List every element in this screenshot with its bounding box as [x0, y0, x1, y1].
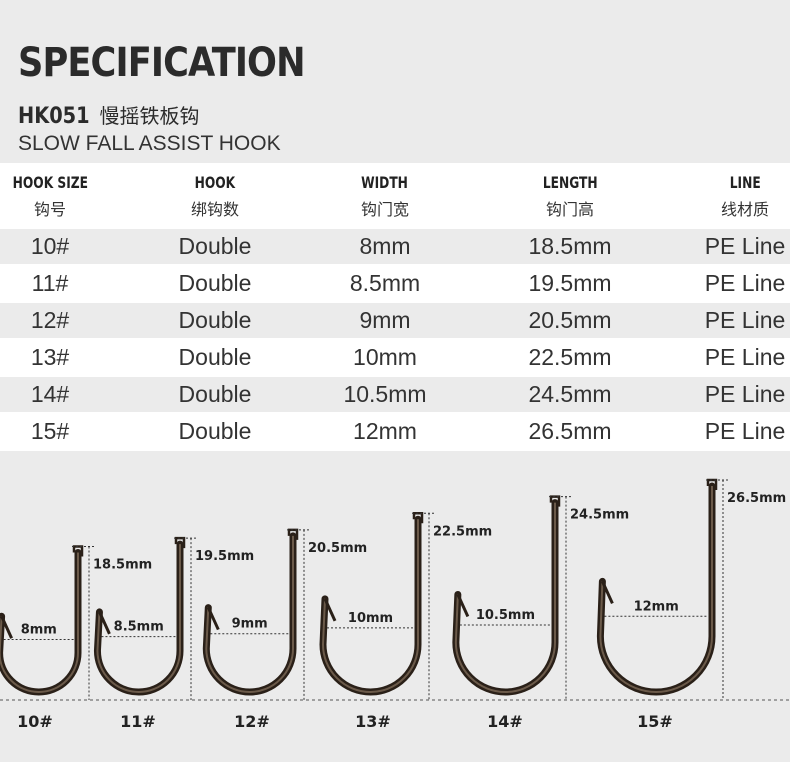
- column-header-hook-size: HOOK SIZE 钩号: [0, 163, 100, 229]
- model-name-cn: 慢摇铁板钩: [99, 106, 200, 128]
- column-header-hook: HOOK 绑钩数: [100, 163, 330, 229]
- hook-size-label: 12#: [234, 712, 270, 731]
- column-header-en: WIDTH: [361, 172, 409, 192]
- length-label: 26.5mm: [727, 491, 786, 506]
- cell-width: 9mm: [359, 307, 411, 333]
- column-header-length: LENGTH 钩门高: [440, 163, 700, 229]
- hook-size-label: 11#: [120, 712, 156, 731]
- hook-diagram-svg: 18.5mm 8mm 10# 19.5mm 8.5mm 11# 20.5mm 9mm 12# 22…: [0, 478, 790, 731]
- hook-size-label: 14#: [487, 712, 523, 731]
- table-row: 11# Double 8.5mm 19.5mm PE Line: [0, 266, 790, 303]
- length-label: 24.5mm: [570, 508, 629, 523]
- column-header-cn: 线材质: [720, 201, 769, 219]
- cell-line: PE Line: [704, 418, 786, 444]
- width-label: 8.5mm: [114, 620, 164, 635]
- cell-hook-size: 13#: [30, 344, 70, 370]
- column-header-cn: 钩号: [33, 201, 66, 219]
- hook-highlight: [0, 552, 79, 693]
- length-label: 22.5mm: [433, 524, 492, 539]
- spec-table: HOOK SIZE 钩号 HOOK 绑钩数 WIDTH 钩门宽 LENGTH 钩…: [0, 163, 790, 451]
- cell-hook-size: 10#: [30, 233, 70, 259]
- width-label: 12mm: [634, 599, 679, 614]
- cell-line: PE Line: [704, 307, 786, 333]
- hook-highlight: [599, 486, 713, 693]
- table-row: 10# Double 8mm 18.5mm PE Line: [0, 229, 790, 266]
- cell-width: 10.5mm: [343, 381, 427, 407]
- hook-size-label: 10#: [17, 712, 53, 731]
- product-subtitle: SLOW FALL ASSIST HOOK: [18, 132, 281, 155]
- width-label: 8mm: [21, 623, 57, 638]
- table-row: 14# Double 10.5mm 24.5mm PE Line: [0, 377, 790, 414]
- model-line: HK051 慢摇铁板钩: [18, 100, 200, 129]
- hook-size-label: 15#: [637, 712, 673, 731]
- hook-barb: [206, 606, 220, 631]
- hook-barb: [0, 615, 13, 639]
- cell-hook: Double: [178, 418, 252, 444]
- hook-size-diagram: 18.5mm 8mm 10# 19.5mm 8.5mm 11# 20.5mm 9mm 12# 22…: [0, 470, 790, 762]
- cell-length: 26.5mm: [528, 418, 612, 444]
- cell-hook: Double: [178, 270, 252, 296]
- column-header-cn: 钩门高: [545, 201, 594, 219]
- cell-hook-size: 11#: [31, 270, 69, 296]
- cell-line: PE Line: [704, 233, 786, 259]
- cell-width: 12mm: [353, 418, 417, 444]
- column-header-cn: 钩门宽: [360, 201, 409, 219]
- hook-highlight: [96, 544, 181, 693]
- hook-barb: [98, 611, 111, 635]
- column-header-en: LINE: [729, 172, 761, 192]
- length-label: 19.5mm: [195, 549, 254, 564]
- model-code: HK051: [18, 104, 90, 129]
- width-label: 10.5mm: [476, 608, 535, 623]
- length-label: 20.5mm: [308, 541, 367, 556]
- cell-width: 10mm: [353, 344, 417, 370]
- cell-hook-size: 14#: [30, 381, 70, 407]
- column-header-en: HOOK: [194, 172, 236, 192]
- length-label: 18.5mm: [93, 557, 152, 572]
- cell-line: PE Line: [704, 381, 786, 407]
- hook-highlight: [205, 535, 294, 693]
- cell-length: 19.5mm: [528, 270, 612, 296]
- table-row: 12# Double 9mm 20.5mm PE Line: [0, 303, 790, 340]
- hook-barb: [601, 580, 614, 605]
- hook-highlight: [454, 502, 556, 693]
- width-label: 10mm: [348, 611, 393, 626]
- cell-length: 18.5mm: [528, 233, 612, 259]
- table-row: 13# Double 10mm 22.5mm PE Line: [0, 340, 790, 377]
- cell-hook: Double: [178, 233, 252, 259]
- cell-line: PE Line: [704, 344, 786, 370]
- column-header-width: WIDTH 钩门宽: [330, 163, 440, 229]
- hook-highlight: [321, 519, 419, 693]
- cell-hook-size: 12#: [30, 307, 70, 333]
- cell-width: 8.5mm: [349, 270, 421, 296]
- cell-length: 22.5mm: [528, 344, 612, 370]
- column-header-en: HOOK SIZE: [12, 172, 88, 192]
- width-label: 9mm: [232, 617, 268, 632]
- hook-barb: [456, 593, 470, 618]
- cell-length: 20.5mm: [528, 307, 612, 333]
- page-title: SPECIFICATION: [18, 40, 306, 86]
- cell-hook: Double: [178, 344, 252, 370]
- cell-length: 24.5mm: [528, 381, 612, 407]
- cell-hook: Double: [178, 307, 252, 333]
- cell-line: PE Line: [704, 270, 786, 296]
- table-row: 15# Double 12mm 26.5mm PE Line: [0, 414, 790, 451]
- table-header: HOOK SIZE 钩号 HOOK 绑钩数 WIDTH 钩门宽 LENGTH 钩…: [0, 163, 790, 229]
- cell-hook-size: 15#: [30, 418, 70, 444]
- column-header-en: LENGTH: [542, 172, 598, 192]
- hook-size-label: 13#: [355, 712, 391, 731]
- cell-width: 8mm: [359, 233, 411, 259]
- hook-barb: [323, 598, 337, 622]
- column-header-cn: 绑钩数: [190, 201, 239, 219]
- cell-hook: Double: [178, 381, 252, 407]
- column-header-line: LINE 线材质: [700, 163, 790, 229]
